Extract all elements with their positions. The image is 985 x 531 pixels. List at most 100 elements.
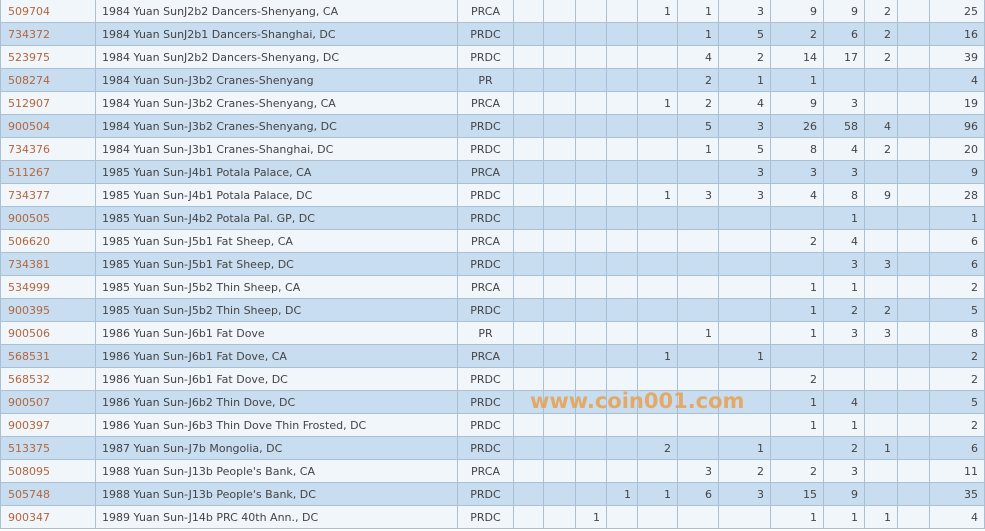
coin-type: PRCA (457, 275, 514, 299)
cert-id-link[interactable]: 734372 (0, 22, 96, 46)
grade-count-cell (677, 436, 719, 460)
grade-count-cell (575, 183, 607, 207)
cert-id-link[interactable]: 568531 (0, 344, 96, 368)
grade-count-cell: 58 (823, 114, 865, 138)
coin-type: PRCA (457, 459, 514, 483)
grade-count-cell (543, 413, 576, 437)
cert-id-link[interactable]: 900506 (0, 321, 96, 345)
grade-count-cell (897, 160, 930, 184)
coin-description: 1984 Yuan SunJ2b2 Dancers-Shenyang, DC (95, 45, 458, 69)
grade-count-cell: 9 (770, 0, 824, 23)
grade-count-cell (543, 482, 576, 506)
grade-count-cell (543, 252, 576, 276)
grade-count-cell: 1 (637, 0, 678, 23)
grade-count-cell (543, 68, 576, 92)
cert-id-link[interactable]: 900505 (0, 206, 96, 230)
cert-id-link[interactable]: 508274 (0, 68, 96, 92)
table-row: 568532 1986 Yuan Sun-J6b1 Fat Dove, DC PRD… (0, 367, 985, 391)
grade-count-cell: 1 (770, 275, 824, 299)
coin-type: PRDC (457, 252, 514, 276)
grade-count-cell (543, 275, 576, 299)
cert-id-link[interactable]: 568532 (0, 367, 96, 391)
coin-type: PRDC (457, 206, 514, 230)
coin-description: 1985 Yuan Sun-J4b1 Potala Palace, DC (95, 183, 458, 207)
grade-count-cell: 9 (864, 183, 898, 207)
grade-count-cell (718, 505, 771, 529)
grade-count-cell (575, 206, 607, 230)
cert-id-link[interactable]: 534999 (0, 275, 96, 299)
coin-type: PRDC (457, 482, 514, 506)
grade-count-cell (897, 45, 930, 69)
table-row: 734372 1984 Yuan SunJ2b1 Dancers-Shanghai… (0, 22, 985, 46)
grade-count-cell (823, 344, 865, 368)
grade-count-cell (575, 45, 607, 69)
grade-count-cell (543, 114, 576, 138)
grade-count-cell (543, 229, 576, 253)
grade-count-cell (606, 91, 638, 115)
grade-count-cell: 6 (823, 22, 865, 46)
cert-id-link[interactable]: 900397 (0, 413, 96, 437)
grade-count-cell (606, 229, 638, 253)
cert-id-link[interactable]: 900347 (0, 505, 96, 529)
grade-count-cell (637, 413, 678, 437)
cert-id-link[interactable]: 900504 (0, 114, 96, 138)
table-row: 523975 1984 Yuan SunJ2b2 Dancers-Shenyang… (0, 45, 985, 69)
grade-count-cell (543, 459, 576, 483)
grade-count-cell: 14 (770, 45, 824, 69)
grade-count-cell: 26 (770, 114, 824, 138)
table-row: 900507 1986 Yuan Sun-J6b2 Thin Dove, DC PR… (0, 390, 985, 414)
cert-id-link[interactable]: 506620 (0, 229, 96, 253)
grade-count-cell: 1 (770, 321, 824, 345)
coin-type: PRDC (457, 367, 514, 391)
coin-type: PRDC (457, 390, 514, 414)
cert-id-link[interactable]: 734377 (0, 183, 96, 207)
cert-id-link[interactable]: 523975 (0, 45, 96, 69)
grade-count-cell (897, 91, 930, 115)
cert-id-link[interactable]: 505748 (0, 482, 96, 506)
coin-type: PRDC (457, 298, 514, 322)
total-cell: 16 (929, 22, 985, 46)
grade-count-cell: 2 (677, 68, 719, 92)
grade-count-cell (606, 160, 638, 184)
cert-id-link[interactable]: 734381 (0, 252, 96, 276)
grade-count-cell: 5 (677, 114, 719, 138)
cert-id-link[interactable]: 513375 (0, 436, 96, 460)
grade-count-cell (677, 160, 719, 184)
cert-id-link[interactable]: 900507 (0, 390, 96, 414)
cert-id-link[interactable]: 511267 (0, 160, 96, 184)
grade-count-cell: 3 (718, 482, 771, 506)
grade-count-cell (606, 137, 638, 161)
cert-id-link[interactable]: 900395 (0, 298, 96, 322)
grade-count-cell (897, 459, 930, 483)
table-row: 900506 1986 Yuan Sun-J6b1 Fat Dove PR 1 1 3 3 8 (0, 321, 985, 345)
grade-count-cell: 1 (637, 183, 678, 207)
grade-count-cell (637, 160, 678, 184)
grade-count-cell (677, 275, 719, 299)
coin-description: 1984 Yuan Sun-J3b2 Cranes-Shenyang, DC (95, 114, 458, 138)
grade-count-cell (575, 390, 607, 414)
grade-count-cell: 3 (718, 0, 771, 23)
grade-count-cell (718, 298, 771, 322)
grade-count-cell: 4 (823, 390, 865, 414)
cert-id-link[interactable]: 508095 (0, 459, 96, 483)
total-cell: 8 (929, 321, 985, 345)
grade-count-cell (513, 91, 544, 115)
total-cell: 2 (929, 275, 985, 299)
coin-type: PRCA (457, 91, 514, 115)
grade-count-cell (513, 390, 544, 414)
grade-count-cell (543, 160, 576, 184)
grade-count-cell (897, 321, 930, 345)
grade-count-cell (575, 413, 607, 437)
grade-count-cell (575, 344, 607, 368)
table-row: 508274 1984 Yuan Sun-J3b2 Cranes-Shenyang… (0, 68, 985, 92)
coin-description: 1986 Yuan Sun-J6b1 Fat Dove, DC (95, 367, 458, 391)
grade-count-cell: 1 (823, 505, 865, 529)
cert-id-link[interactable]: 512907 (0, 91, 96, 115)
cert-id-link[interactable]: 734376 (0, 137, 96, 161)
grade-count-cell (864, 390, 898, 414)
coin-type: PRDC (457, 436, 514, 460)
cert-id-link[interactable]: 509704 (0, 0, 96, 23)
total-cell: 6 (929, 436, 985, 460)
total-cell: 9 (929, 160, 985, 184)
grade-count-cell (513, 22, 544, 46)
